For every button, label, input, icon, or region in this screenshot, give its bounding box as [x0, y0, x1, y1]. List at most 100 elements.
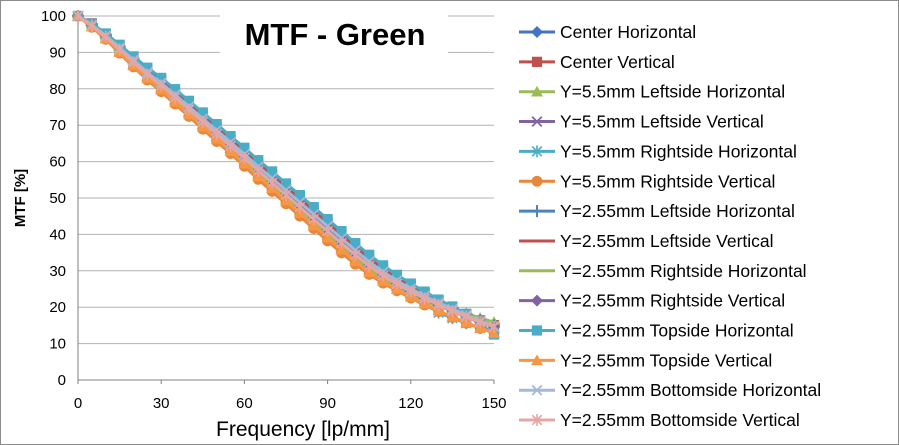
data-point: [322, 225, 333, 238]
x-tick-label: 60: [236, 395, 253, 412]
x-tick-label: 150: [481, 395, 506, 412]
data-point: [294, 201, 306, 214]
legend-item: Y=2.55mm Rightside Horizontal: [519, 261, 807, 281]
data-point: [294, 189, 305, 201]
data-point: [225, 131, 236, 142]
legend-marker: [531, 56, 543, 67]
legend-label: Y=5.5mm Leftside Vertical: [560, 112, 764, 132]
legend-item: Y=5.5mm Leftside Vertical: [519, 112, 764, 132]
legend-item: Y=5.5mm Rightside Horizontal: [519, 141, 797, 161]
legend-item: Y=5.5mm Rightside Vertical: [519, 171, 775, 191]
y-tick-label: 40: [49, 226, 66, 243]
legend-marker: [531, 175, 543, 187]
legend-label: Center Horizontal: [560, 22, 696, 42]
y-tick-label: 10: [49, 336, 66, 353]
legend-marker: [531, 414, 543, 427]
data-point: [349, 248, 361, 261]
y-tick-label: 20: [49, 299, 66, 316]
legend-marker: [531, 145, 543, 158]
legend-label: Y=2.55mm Leftside Vertical: [560, 231, 774, 251]
data-point: [197, 107, 208, 118]
data-point: [336, 226, 347, 237]
data-point: [141, 68, 153, 81]
data-point: [128, 56, 139, 69]
legend-label: Y=2.55mm Topside Horizontal: [560, 321, 794, 341]
data-point: [377, 260, 389, 271]
y-tick-label: 80: [49, 81, 66, 98]
legend-label: Y=2.55mm Rightside Vertical: [560, 291, 785, 311]
y-tick-label: 30: [49, 263, 66, 280]
x-axis-title: Frequency [lp/mm]: [216, 418, 390, 441]
data-point: [267, 166, 278, 177]
legend-label: Center Vertical: [560, 52, 675, 72]
data-point: [447, 304, 458, 317]
data-point: [183, 95, 195, 106]
data-point: [405, 285, 417, 298]
legend-label: Y=2.55mm Leftside Horizontal: [560, 201, 795, 221]
data-point: [266, 176, 278, 189]
data-point: [377, 269, 389, 282]
data-point: [350, 238, 361, 249]
x-tick-label: 120: [398, 395, 423, 412]
x-tick-label: 0: [74, 395, 82, 412]
y-axis-title: MTF [%]: [12, 169, 29, 227]
data-point: [336, 237, 347, 250]
data-point: [155, 79, 167, 92]
x-tick-label: 90: [319, 395, 336, 412]
legend-item: Y=2.55mm Rightside Vertical: [519, 291, 785, 311]
legend-label: Y=2.55mm Rightside Horizontal: [560, 261, 807, 281]
data-point: [156, 72, 167, 83]
data-point: [239, 151, 250, 164]
legend-item: Y=2.55mm Bottomside Horizontal: [519, 380, 821, 400]
data-point: [433, 299, 444, 312]
data-point: [280, 178, 292, 189]
y-tick-label: 60: [49, 154, 66, 171]
series-14: [72, 10, 500, 333]
legend-marker: [531, 384, 543, 396]
data-point: [474, 316, 486, 329]
legend-label: Y=5.5mm Leftside Horizontal: [560, 82, 785, 102]
plot-area: 0 10 20 30 40 50 60 70 80 90 100 0 30 60 90 120 150: [41, 8, 507, 412]
legend-item: Center Horizontal: [519, 22, 696, 42]
legend-marker: [531, 205, 543, 218]
y-tick-label: 0: [58, 372, 66, 389]
data-point: [419, 292, 431, 305]
data-point: [460, 310, 472, 323]
data-point: [86, 19, 98, 32]
series-11: [72, 10, 500, 340]
data-point: [364, 249, 375, 260]
data-point: [280, 188, 292, 201]
series-line: [77, 14, 495, 336]
legend-item: Y=2.55mm Topside Vertical: [519, 350, 772, 370]
data-point: [391, 277, 403, 290]
data-point: [405, 278, 416, 289]
data-point: [211, 119, 222, 130]
data-point: [100, 30, 112, 43]
legend-item: Y=2.55mm Leftside Vertical: [519, 231, 774, 251]
data-point: [169, 84, 181, 95]
legend: Center Horizontal Center Vertical Y=5.5mm …: [519, 22, 821, 430]
legend-label: Y=2.55mm Bottomside Horizontal: [560, 380, 821, 400]
data-point: [391, 269, 403, 280]
data-point: [363, 259, 375, 272]
data-point: [252, 164, 264, 177]
legend-marker: [531, 325, 543, 336]
title-background: [220, 11, 448, 57]
legend-item: Y=2.55mm Leftside Horizontal: [519, 201, 795, 221]
legend-label: Y=5.5mm Rightside Vertical: [560, 171, 775, 191]
data-point: [322, 214, 333, 225]
legend-item: Y=5.5mm Leftside Horizontal: [519, 82, 785, 102]
legend-item: Y=2.55mm Topside Horizontal: [519, 321, 794, 341]
legend-marker: [531, 85, 543, 97]
chart-title: MTF - Green: [245, 17, 426, 52]
legend-marker: [531, 116, 543, 127]
legend-marker: [531, 354, 543, 366]
data-point: [239, 142, 250, 153]
legend-label: Y=5.5mm Rightside Horizontal: [560, 141, 797, 161]
data-point: [183, 103, 195, 116]
y-tick-label: 50: [49, 190, 66, 207]
data-point: [225, 139, 236, 152]
y-tick-label: 100: [41, 8, 66, 25]
